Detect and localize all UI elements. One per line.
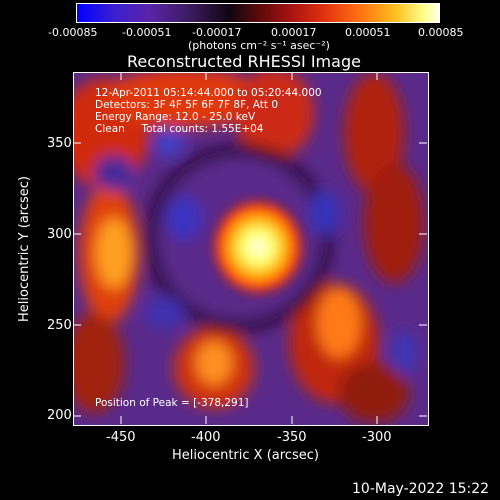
rhessi-heatmap: [74, 73, 428, 425]
colorbar-tick: -0.00017: [192, 26, 242, 39]
y-tick-label: 250: [47, 318, 72, 333]
colorbar-tick: 0.00017: [271, 26, 317, 39]
annotation-clean-counts: Clean Total counts: 1.55E+04: [95, 123, 264, 135]
y-axis-label: Heliocentric Y (arcsec): [17, 176, 32, 322]
plot-title: Reconstructed RHESSI Image: [127, 52, 361, 71]
y-tick-label: 200: [47, 408, 72, 423]
colorbar-tick: -0.00085: [48, 26, 98, 39]
x-tick-label: -450: [106, 430, 136, 445]
colorbar: [76, 3, 440, 23]
x-tick-label: -400: [191, 430, 221, 445]
x-tick-label: -350: [277, 430, 307, 445]
x-tick-label: -300: [362, 430, 392, 445]
colorbar-units: (photons cm⁻² s⁻¹ asec⁻²): [188, 39, 330, 52]
annotation-energy-range: Energy Range: 12.0 - 25.0 keV: [95, 111, 256, 123]
y-tick-label: 350: [47, 136, 72, 151]
colorbar-tick: 0.00051: [345, 26, 391, 39]
annotation-peak-position: Position of Peak = [-378,291]: [95, 397, 249, 409]
colorbar-tick: 0.00085: [418, 26, 464, 39]
colorbar-tick: -0.00051: [122, 26, 172, 39]
annotation-time-range: 12-Apr-2011 05:14:44.000 to 05:20:44.000: [95, 87, 322, 99]
y-tick-label: 300: [47, 227, 72, 242]
rhessi-image: [73, 72, 429, 426]
footer-timestamp: 10-May-2022 15:22: [352, 481, 490, 497]
x-axis-label: Heliocentric X (arcsec): [172, 448, 319, 463]
annotation-detectors: Detectors: 3F 4F 5F 6F 7F 8F, Att 0: [95, 99, 279, 111]
